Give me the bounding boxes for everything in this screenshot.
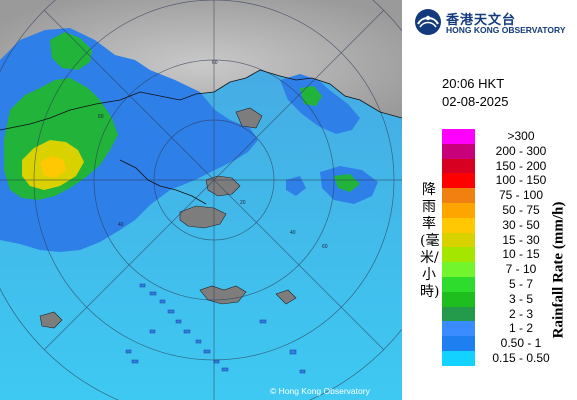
legend-row: 0.50 - 1 — [442, 336, 562, 351]
ring-label: 60 — [98, 114, 104, 120]
legend-label: >300 — [507, 129, 535, 143]
logo-title-cn: 香港天文台 — [446, 13, 517, 28]
legend-label: 5 - 7 — [508, 276, 533, 291]
legend-row: 2 - 3 — [442, 306, 562, 322]
legend-label: 150 - 200 — [495, 158, 547, 173]
legend-swatch — [442, 217, 475, 233]
rainfall-legend: >300 200 - 300 150 - 200 100 - 150 75 - 100 5… — [442, 129, 562, 366]
legend-swatch — [442, 291, 475, 307]
observatory-logo-icon — [415, 9, 441, 35]
island-hk — [205, 175, 241, 197]
island-lantau — [179, 205, 227, 229]
radar-map: 60 60 60 40 20 40 — [0, 0, 402, 400]
legend-label: 75 - 100 — [498, 188, 544, 203]
legend-swatch — [442, 173, 475, 189]
copyright-text: © Hong Kong Observatory — [270, 386, 370, 396]
island-lamma — [199, 285, 247, 305]
legend-label: 100 - 150 — [495, 173, 547, 188]
legend-label: 10 - 15 — [502, 247, 540, 262]
legend-title-cn: 降雨率(毫米/小時) — [420, 182, 440, 300]
legend-row: 15 - 30 — [442, 232, 562, 248]
legend-swatch — [442, 306, 475, 322]
legend-row: 200 - 300 — [442, 143, 562, 159]
legend-row: 30 - 50 — [442, 217, 562, 233]
timestamp-date: 02-08-2025 — [442, 94, 509, 109]
island-small-1 — [39, 311, 63, 329]
legend-label: 1 - 2 — [508, 321, 533, 336]
island-small-2 — [275, 289, 297, 305]
ring-label: 20 — [240, 200, 246, 206]
legend-swatch — [442, 188, 475, 203]
legend-swatch — [442, 262, 475, 277]
legend-row: 3 - 5 — [442, 291, 562, 307]
rain-east-patch-2 — [300, 86, 322, 106]
ring-label: 60 — [322, 244, 328, 250]
timestamp-time: 20:06 HKT — [442, 76, 505, 91]
rain-east-patch — [280, 74, 360, 134]
ring-label: 40 — [290, 230, 296, 236]
range-ring-labels: 60 60 60 40 20 40 — [98, 60, 328, 250]
legend-label: 3 - 5 — [508, 291, 533, 306]
ring-label: 40 — [118, 222, 124, 228]
legend-swatch — [442, 350, 475, 366]
range-rings — [0, 0, 402, 400]
legend-row: 7 - 10 — [442, 262, 562, 277]
ring-label: 60 — [212, 60, 218, 66]
legend-row: 150 - 200 — [442, 158, 562, 174]
legend-panel: 香港天文台 HONG KONG OBSERVATORY 20:06 HKT 02… — [402, 0, 577, 400]
legend-swatch — [442, 247, 475, 263]
legend-label: 30 - 50 — [502, 217, 540, 232]
legend-label: 15 - 30 — [502, 232, 540, 247]
legend-swatch — [442, 143, 475, 159]
legend-label: 0.50 - 1 — [500, 336, 542, 351]
legend-swatch — [442, 321, 475, 337]
logo-title-en: HONG KONG OBSERVATORY — [446, 25, 566, 35]
legend-swatch — [442, 202, 475, 218]
rain-heavy-core-2 — [40, 156, 66, 178]
legend-label: 50 - 75 — [502, 202, 540, 217]
legend-row: 75 - 100 — [442, 188, 562, 203]
legend-row: 5 - 7 — [442, 276, 562, 292]
legend-swatch — [442, 232, 475, 248]
island-chain — [125, 283, 306, 374]
coastlines — [0, 69, 402, 205]
legend-row: 100 - 150 — [442, 173, 562, 189]
legend-label: 200 - 300 — [495, 143, 547, 158]
island-small-3 — [235, 107, 263, 129]
legend-row: 10 - 15 — [442, 247, 562, 263]
legend-row: 50 - 75 — [442, 202, 562, 218]
legend-label: 0.15 - 0.50 — [492, 350, 550, 365]
legend-swatch — [442, 276, 475, 292]
legend-row: 1 - 2 — [442, 321, 562, 337]
legend-swatch — [442, 129, 475, 144]
legend-label: 7 - 10 — [505, 262, 537, 277]
rain-east-patch-4 — [334, 174, 360, 192]
legend-title-en: Rainfall Rate (mm/h) — [550, 201, 567, 339]
legend-swatch — [442, 336, 475, 351]
legend-swatch — [442, 158, 475, 174]
legend-row: >300 — [442, 129, 562, 144]
rain-moderate-area-2 — [50, 32, 92, 70]
legend-row: 0.15 - 0.50 — [442, 350, 562, 366]
legend-label: 2 - 3 — [508, 306, 533, 321]
rain-east-patch-5 — [286, 176, 306, 196]
